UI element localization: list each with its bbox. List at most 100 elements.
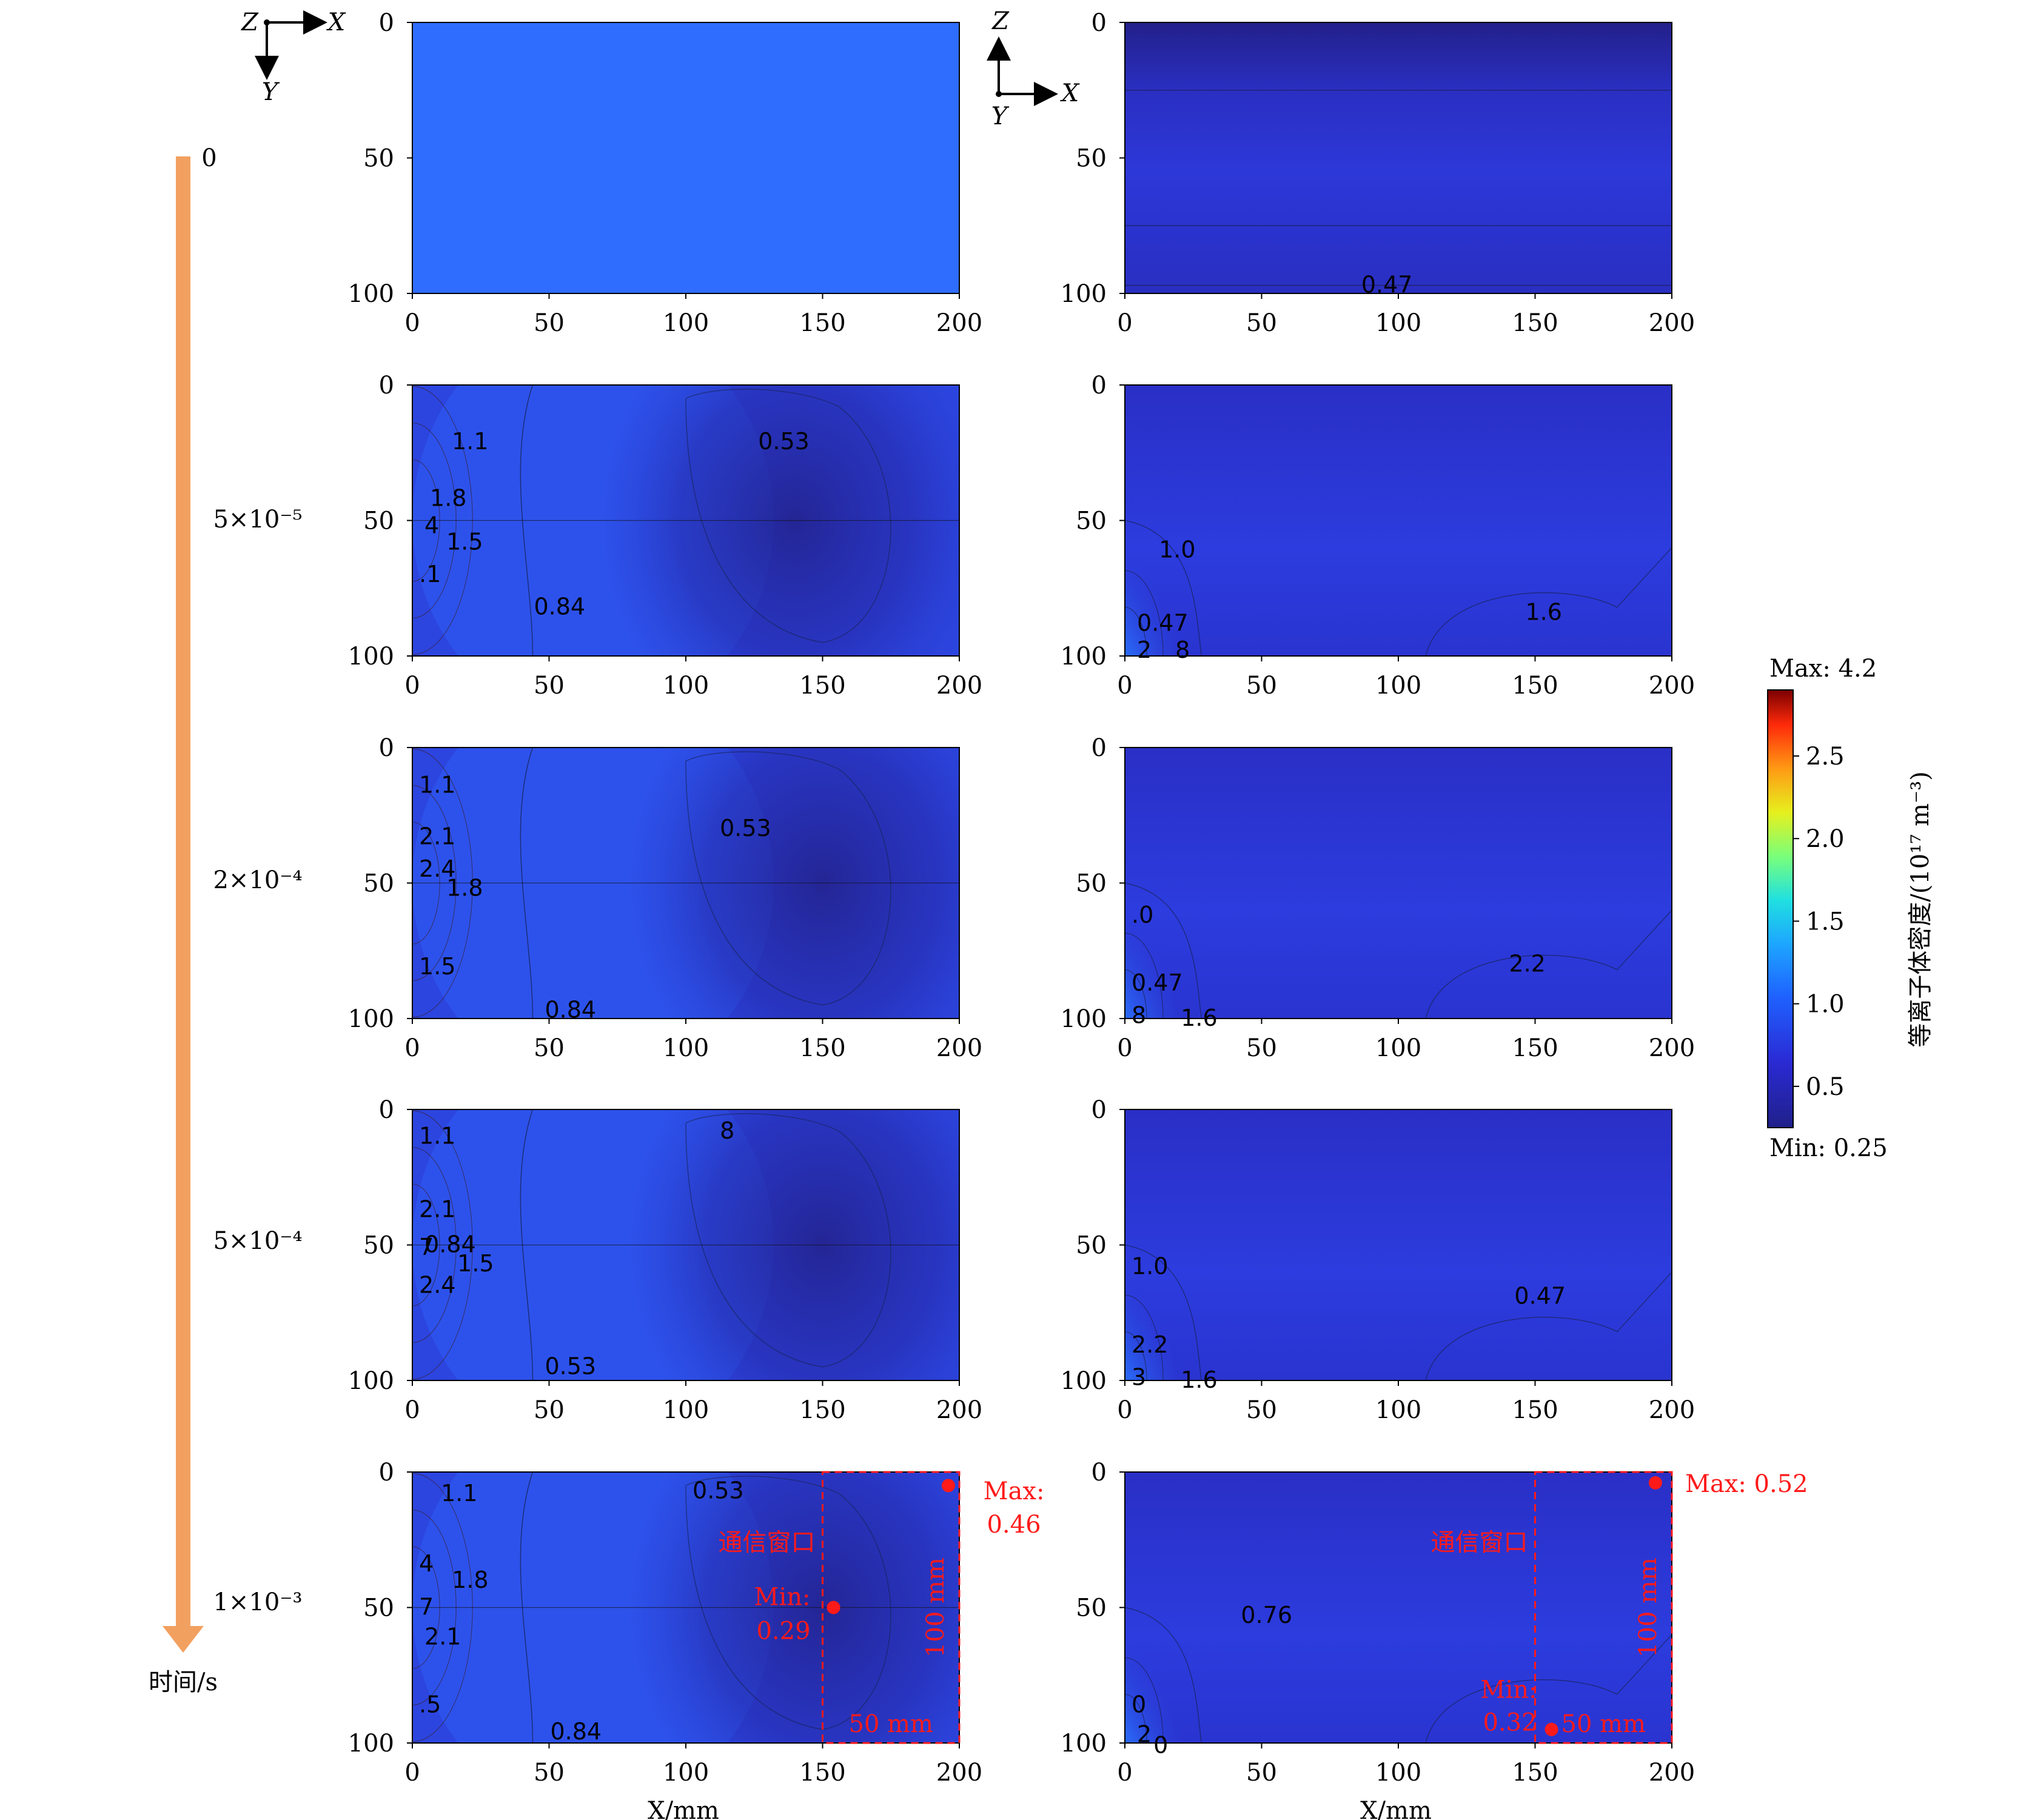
field-low [625,1472,959,1743]
heatmap-panel-1-right: 1.0 0.472 8 1.6 0 50 100 150 200 0 50 100 [1061,372,1695,700]
y-tick-label: 100 [1061,1730,1107,1758]
x-tick-label: 0 [404,1396,420,1424]
heatmap-panel-0-left: 0 50 100 150 200 0 50 100 [348,9,983,337]
field-uniform [1125,22,1672,293]
x-tick-label: 0 [404,1034,420,1062]
x-tick-label: 150 [799,1396,845,1424]
y-tick-label: 50 [363,145,394,173]
contour-label: 1.8 [452,1567,488,1593]
contour-label: .5 [419,1691,441,1718]
y-tick-label: 50 [363,1594,394,1622]
comm-window-width: 50 mm [1561,1710,1646,1738]
contour-line [1125,882,1202,1019]
heatmap-field [412,385,959,656]
x-tick-label: 100 [1375,309,1421,337]
axis-letter-y: Y [991,102,1010,130]
y-tick-label: 0 [1092,1096,1107,1124]
max-value: 0.46 [987,1511,1041,1539]
x-tick-label: 50 [1246,672,1277,700]
x-tick-label: 150 [799,672,845,700]
heatmap-field [1125,1109,1672,1380]
min-value: 0.32 [1483,1709,1537,1737]
contour-label: .0 [1132,902,1153,928]
y-tick-label: 0 [1092,1459,1107,1487]
contour-label: 0.53 [545,1353,596,1380]
x-tick-label: 150 [799,309,845,337]
y-tick-label: 100 [1061,1367,1107,1395]
contour-label: 1.8 [446,874,483,901]
x-tick-label: 50 [534,1396,565,1424]
x-tick-label: 50 [534,672,565,700]
field-high [1125,1594,1207,1743]
x-tick-label: 100 [663,1759,709,1787]
y-tick-label: 0 [1092,372,1107,400]
contour-label: 1.1 [419,772,455,798]
y-tick-label: 50 [1076,870,1107,898]
min-marker [1544,1722,1558,1736]
x-axis-label-right: X/mm [1360,1797,1432,1820]
field-high [1125,507,1207,656]
x-tick-label: 0 [1117,1759,1132,1787]
contour-label: 3 [1132,1364,1146,1391]
time-arrow-shaft [176,156,190,1626]
comm-window-title: 通信窗口 [1431,1529,1528,1557]
y-tick-label: 100 [348,1367,394,1395]
contour-label: 0 [1153,1731,1168,1758]
time-label-4: 1×10⁻³ [213,1588,302,1616]
x-tick-label: 100 [1375,1396,1421,1424]
colorbar: Max: 4.2 2.5 2.0 1.5 1.0 0.5 Min: 0.25 等离子体密… [1767,655,1934,1162]
contour-label: 1.1 [452,428,488,455]
contour-label: 2.1 [424,1624,461,1650]
y-tick-label: 0 [379,1096,394,1124]
x-tick-label: 150 [1512,309,1558,337]
field-low [1316,855,1672,1019]
x-tick-label: 100 [663,672,709,700]
field-high [1125,1231,1207,1380]
x-tick-label: 0 [404,672,420,700]
x-tick-label: 0 [1117,672,1132,700]
contour-label: 0.76 [1241,1602,1292,1628]
x-tick-label: 50 [534,1034,565,1062]
min-value: 0.29 [756,1618,810,1645]
y-tick-label: 100 [1061,1005,1107,1033]
min-label: Min: [754,1584,811,1611]
contour-label: 2 [1137,637,1152,663]
x-tick-label: 200 [1649,672,1695,700]
contour-line [1125,1607,1202,1743]
time-axis-label: 时间/s [149,1668,218,1696]
y-tick-label: 100 [348,1730,394,1758]
colorbar-gradient [1767,689,1794,1128]
contour-label: 1.0 [1132,1253,1168,1279]
axes-icon-left: X Y Z [240,8,346,106]
contour-label: 0.84 [551,1718,602,1745]
x-tick-label: 200 [1649,1759,1695,1787]
x-tick-label: 200 [1649,1396,1695,1424]
heatmap-field [412,1472,959,1743]
colorbar-tick-label: 2.5 [1806,743,1845,771]
x-tick-label: 200 [936,1396,982,1424]
contour-label: 0.47 [1137,609,1189,636]
axes-icon-right: X Y Z [987,7,1080,130]
x-tick-label: 150 [1512,672,1558,700]
axis-letter-z: Z [240,8,259,36]
heatmap-field [1125,385,1672,656]
contour-label: 1.5 [457,1250,494,1277]
field-low [1316,1580,1672,1743]
x-tick-label: 0 [1117,1034,1132,1062]
time-arrow-head [163,1626,204,1653]
contour-line [1125,520,1202,656]
contour-label: 0 [1132,1691,1146,1718]
contour-label: 2.4 [419,855,455,882]
contour-line [1425,1271,1672,1380]
heatmap-field [1125,748,1672,1019]
contour-label: 0.53 [758,428,810,455]
comm-window-box [822,1471,961,1744]
heatmap-field [412,22,959,293]
field-low [1316,493,1672,656]
x-tick-label: 200 [936,1759,982,1787]
field-low [1316,1217,1672,1380]
contour-label: 2.4 [419,1272,455,1299]
